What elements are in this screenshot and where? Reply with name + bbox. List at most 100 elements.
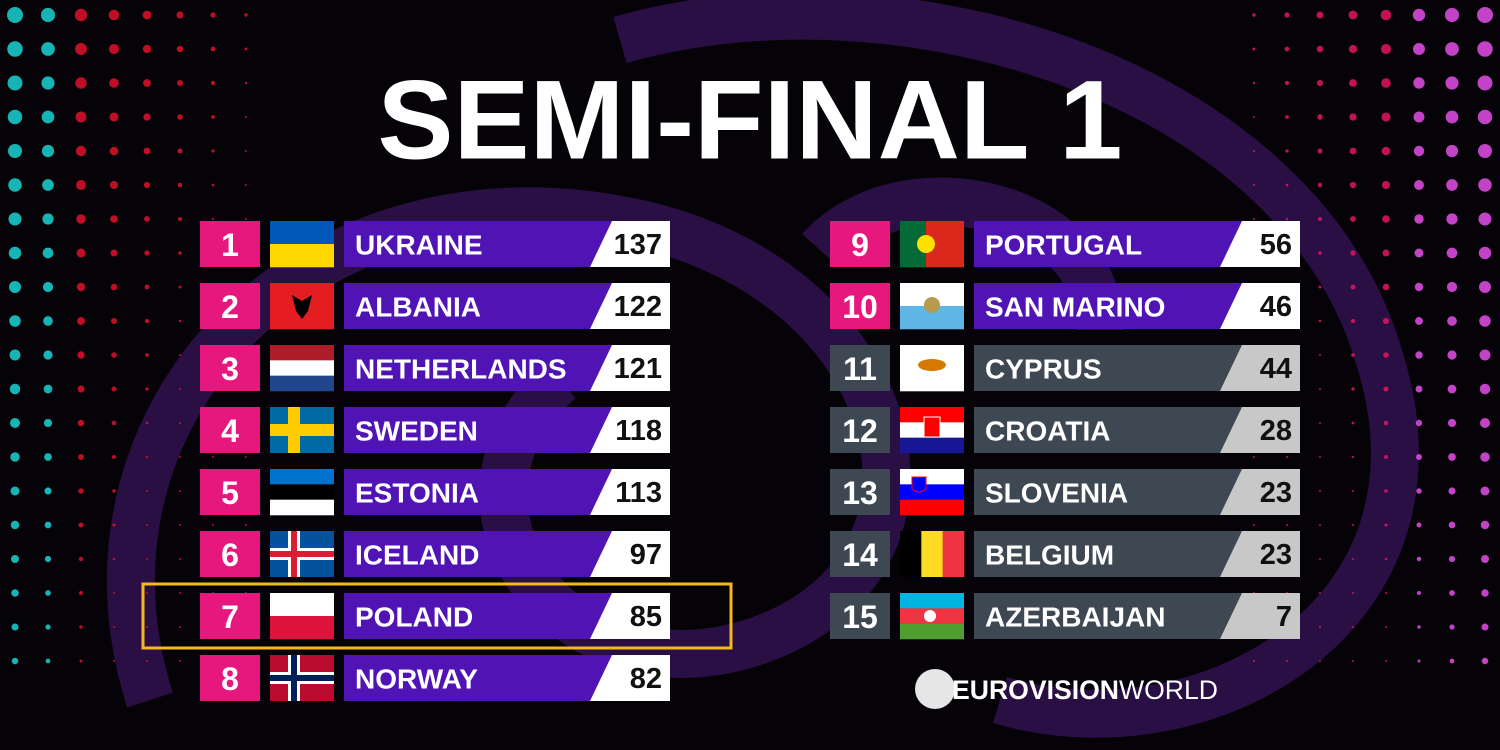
dot <box>1479 383 1491 395</box>
dot <box>142 10 152 20</box>
dot <box>77 385 85 393</box>
dot <box>1382 215 1390 223</box>
dot <box>9 315 21 327</box>
rank: 15 <box>842 599 878 635</box>
dot <box>1445 76 1459 90</box>
dot <box>1413 111 1425 123</box>
dot <box>45 658 51 664</box>
dot <box>44 487 52 495</box>
dot <box>1319 524 1321 526</box>
dot <box>143 147 151 155</box>
dot <box>1352 490 1354 492</box>
rank: 4 <box>221 413 239 449</box>
dot <box>1316 45 1324 53</box>
logo-bold: EUROVISION <box>952 675 1119 705</box>
dot <box>42 213 54 225</box>
dot <box>177 148 183 154</box>
rank: 14 <box>842 537 878 573</box>
dot <box>1348 44 1358 54</box>
dot <box>78 556 84 562</box>
dot <box>111 386 117 392</box>
dot <box>1319 456 1321 458</box>
dot <box>1384 591 1388 595</box>
dot <box>145 455 149 459</box>
dot <box>179 660 181 662</box>
dot <box>112 523 116 527</box>
country: POLAND <box>355 602 473 633</box>
points-box <box>590 531 670 577</box>
dot <box>1383 352 1389 358</box>
dot <box>1349 113 1357 121</box>
rank-box <box>200 221 260 267</box>
dot <box>1285 217 1289 221</box>
dot <box>146 490 148 492</box>
flag-stripe <box>270 360 334 376</box>
dot <box>1286 660 1288 662</box>
dot <box>76 248 86 258</box>
dot <box>1351 353 1355 357</box>
rank: 7 <box>221 599 239 635</box>
dot <box>1350 216 1356 222</box>
points-box <box>590 283 670 329</box>
dot <box>1479 315 1491 327</box>
dot <box>1352 558 1354 560</box>
dot <box>1480 418 1490 428</box>
result-row: 7 POLAND 85 <box>200 593 670 640</box>
dot <box>1478 144 1492 158</box>
dot <box>1252 81 1256 85</box>
dot <box>1447 350 1457 360</box>
result-row: 13 SLOVENIA 23 <box>830 469 1300 516</box>
result-row: 1 UKRAINE 137 <box>200 221 670 268</box>
dot <box>211 149 215 153</box>
dot <box>1349 147 1357 155</box>
dot <box>1415 351 1423 359</box>
dot <box>11 657 19 665</box>
dot <box>1285 149 1289 153</box>
flag-stripe <box>942 531 965 577</box>
dot <box>112 591 116 595</box>
dot <box>245 524 247 526</box>
rank-box <box>200 283 260 329</box>
dot <box>1352 660 1354 662</box>
rank: 3 <box>221 351 239 387</box>
dot <box>76 180 86 190</box>
result-row: 8 NORWAY 82 <box>200 655 670 701</box>
flag-stripe <box>900 437 964 454</box>
dot <box>1253 456 1255 458</box>
dot <box>43 418 53 428</box>
country: BELGIUM <box>985 540 1114 571</box>
dot <box>146 626 148 628</box>
result-row: 3 NETHERLANDS 121 <box>200 345 670 392</box>
dot <box>210 12 216 18</box>
dot <box>8 178 22 192</box>
dot <box>76 214 86 224</box>
rank-box <box>200 407 260 453</box>
dot <box>1318 251 1322 255</box>
dot <box>177 80 183 86</box>
dot <box>45 590 51 596</box>
dot <box>7 7 23 23</box>
points-box <box>590 655 670 701</box>
dot <box>1446 247 1458 259</box>
result-row: 15 AZERBAIJAN 7 <box>830 593 1300 640</box>
flag-stripe <box>270 221 334 245</box>
dot <box>244 13 248 17</box>
country: CROATIA <box>985 416 1110 447</box>
dot <box>1447 316 1457 326</box>
flag-emblem <box>918 359 946 371</box>
dot <box>7 41 23 57</box>
flag-stripe <box>900 531 922 577</box>
dot <box>9 281 21 293</box>
dot <box>1416 488 1422 494</box>
dot <box>1319 422 1321 424</box>
title: SEMI-FINAL 1 <box>378 58 1123 183</box>
dot <box>1381 146 1391 156</box>
dot <box>75 77 87 89</box>
logo: EUROVISIONWORLD <box>915 669 1218 709</box>
flag <box>900 469 964 516</box>
rank-box <box>200 655 260 701</box>
dot <box>41 110 55 124</box>
dot <box>108 43 120 55</box>
result-row: 14 BELGIUM 23 <box>830 531 1300 577</box>
dot <box>1380 43 1392 55</box>
